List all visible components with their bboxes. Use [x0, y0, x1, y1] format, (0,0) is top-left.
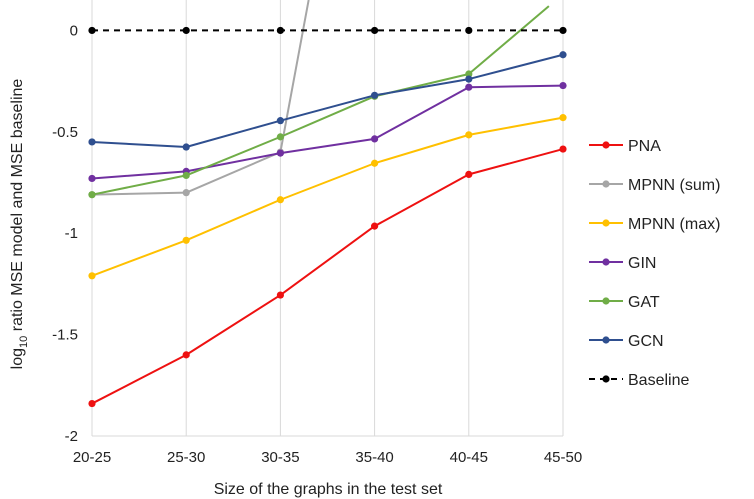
legend-item-baseline: Baseline: [589, 372, 689, 389]
series-lines: [88, 0, 567, 408]
data-point-mpnn-max-35-40: [371, 159, 379, 167]
data-point-gcn-45-50: [559, 51, 567, 59]
axes: 20-25 25-30 30-35 35-40 40-45 45-50 0 -0.5 -1 -1.…: [52, 0, 582, 466]
y-tick-label--1.5: -1.5: [52, 327, 78, 344]
data-point-baseline-45-50: [559, 26, 567, 35]
legend-item-mpnn-sum: MPNN (sum): [589, 177, 720, 194]
data-point-gin-45-50: [559, 81, 567, 90]
legend-item-mpnn-max: MPNN (max): [589, 216, 720, 233]
y-tick-label-0: 0: [70, 22, 78, 39]
y-axis-title-rest: ratio MSE model and MSE baseline: [9, 79, 26, 336]
series-line-mpnn-sum: [91, 0, 310, 196]
legend-marker-mpnn-max: [602, 219, 610, 227]
legend-item-gcn: GCN: [589, 333, 664, 350]
x-tick-label-25-30: 25-30: [167, 449, 205, 466]
data-point-pna-45-50: [559, 145, 567, 153]
x-tick-label-45-50: 45-50: [544, 449, 582, 466]
x-axis-title: Size of the graphs in the test set: [214, 481, 443, 498]
x-tick-label-30-35: 30-35: [261, 449, 299, 466]
data-point-gcn-20-25: [88, 138, 96, 146]
series-gcn: [88, 51, 567, 151]
legend-label-pna: PNA: [628, 138, 661, 155]
series-line-gat: [91, 5, 550, 196]
data-point-mpnn-max-40-45: [465, 131, 473, 139]
legend-label-gat: GAT: [628, 294, 660, 311]
data-point-gat-25-30: [182, 171, 190, 180]
data-point-pna-25-30: [182, 351, 190, 359]
y-tick-label--0.5: -0.5: [52, 124, 78, 141]
data-point-baseline-40-45: [465, 26, 473, 35]
legend-marker-gin: [602, 258, 610, 266]
series-line-pna: [91, 148, 564, 405]
data-point-gin-20-25: [88, 174, 96, 183]
legend-marker-gat: [602, 297, 610, 305]
data-point-mpnn-max-30-35: [276, 196, 284, 204]
data-point-baseline-25-30: [182, 26, 190, 35]
data-point-pna-20-25: [88, 399, 96, 408]
data-point-baseline-35-40: [371, 26, 379, 35]
data-point-mpnn-max-20-25: [88, 272, 96, 280]
legend-item-gin: GIN: [589, 255, 656, 272]
legend-item-gat: GAT: [589, 294, 660, 311]
data-point-gat-40-45: [465, 70, 473, 78]
data-point-gcn-40-45: [465, 75, 473, 83]
data-point-gin-40-45: [465, 83, 473, 91]
series-gin: [88, 81, 567, 183]
data-point-gin-30-35: [276, 149, 284, 157]
data-point-gat-30-35: [276, 133, 284, 141]
legend: PNA MPNN (sum) MPNN (max) GIN GAT GCN Baseline: [589, 138, 720, 389]
data-point-mpnn-max-45-50: [559, 114, 567, 122]
data-point-gcn-30-35: [276, 117, 284, 125]
legend-label-gcn: GCN: [628, 333, 664, 350]
data-point-pna-35-40: [371, 222, 379, 230]
grid: [185, 0, 564, 436]
data-point-pna-30-35: [276, 291, 284, 299]
legend-label-mpnn-sum: MPNN (sum): [628, 177, 720, 194]
series-pna: [88, 145, 567, 408]
data-point-mpnn-max-25-30: [182, 236, 190, 244]
series-mpnn-max: [88, 114, 567, 280]
data-point-pna-40-45: [465, 170, 473, 178]
y-axis-title: log10 ratio MSE model and MSE baseline: [9, 79, 30, 370]
y-tick-label--1: -1: [65, 225, 78, 242]
legend-marker-mpnn-sum: [602, 180, 610, 188]
y-axis-title-log: log: [9, 348, 26, 369]
series-baseline: [88, 26, 567, 35]
legend-label-gin: GIN: [628, 255, 656, 272]
y-axis-title-subscript: 10: [18, 336, 30, 348]
legend-marker-pna: [602, 141, 610, 149]
series-line-gcn: [91, 53, 564, 149]
legend-item-pna: PNA: [589, 138, 661, 155]
legend-marker-baseline: [602, 375, 610, 383]
data-point-gcn-25-30: [182, 143, 190, 151]
data-point-baseline-30-35: [276, 26, 284, 35]
data-point-gcn-35-40: [371, 91, 379, 99]
x-tick-label-40-45: 40-45: [450, 449, 488, 466]
series-gat: [88, 5, 550, 199]
series-line-mpnn-max: [91, 116, 564, 277]
data-point-mpnn-sum-25-30: [182, 189, 190, 197]
legend-label-mpnn-max: MPNN (max): [628, 216, 720, 233]
data-point-baseline-20-25: [88, 26, 96, 35]
legend-marker-gcn: [602, 336, 610, 344]
data-point-gin-35-40: [371, 135, 379, 143]
x-tick-label-20-25: 20-25: [73, 449, 111, 466]
legend-label-baseline: Baseline: [628, 372, 689, 389]
y-tick-label--2: -2: [65, 428, 78, 445]
x-tick-label-35-40: 35-40: [355, 449, 393, 466]
data-point-gat-20-25: [88, 191, 96, 199]
series-line-gin: [91, 84, 564, 180]
